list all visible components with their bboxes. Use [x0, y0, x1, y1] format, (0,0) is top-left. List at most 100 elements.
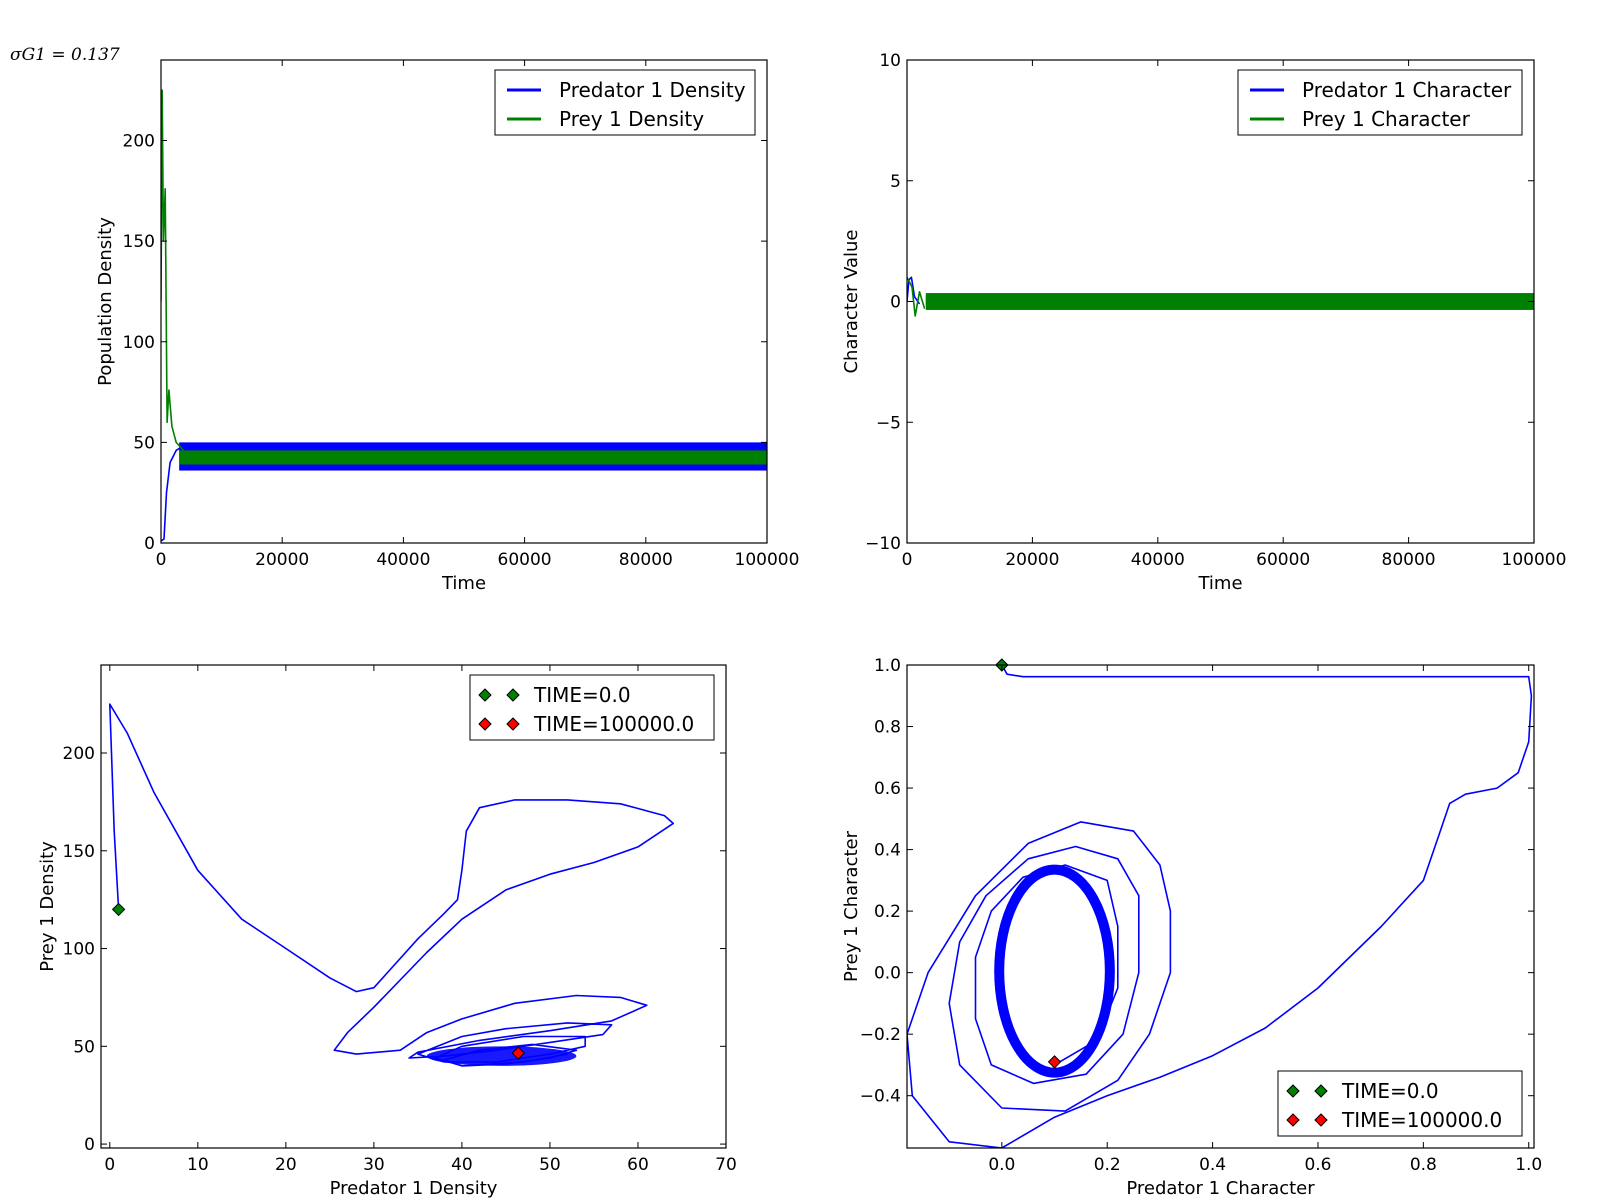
- x-tick-label: 80000: [619, 550, 673, 570]
- plot-area: [907, 276, 1534, 317]
- series-band-1: [179, 450, 767, 465]
- y-tick-label: −5: [876, 413, 901, 433]
- chart-density-time: 0 20000 40000 60000 80000 100000 0 50 100 150 200 T…: [95, 59, 800, 594]
- y-tick-label: 50: [133, 433, 155, 453]
- series-line-0: [109, 703, 674, 1067]
- x-tick-label: 0.6: [1304, 1155, 1331, 1175]
- legend-marker: [1314, 1084, 1328, 1098]
- legend-box: [494, 69, 756, 136]
- x-tick-label: 80000: [1382, 550, 1436, 570]
- axes-frame: [100, 664, 727, 1149]
- legend-marker: [506, 688, 520, 702]
- y-axis-label: Population Density: [95, 217, 116, 386]
- x-tick-label: 0: [104, 1155, 115, 1175]
- plot-area: [161, 89, 767, 542]
- x-axis-label: Predator 1 Character: [1126, 1178, 1315, 1199]
- y-tick-label: 0.0: [874, 964, 901, 984]
- chart-density-phase: 0 10 20 30 40 50 60 70 0 50 100 150 200 Predator 1 De…: [37, 664, 737, 1199]
- x-tick-label: 1.0: [1515, 1155, 1542, 1175]
- x-tick-label: 50: [539, 1155, 561, 1175]
- y-tick-label: 200: [123, 132, 155, 152]
- series-line-0: [907, 276, 921, 305]
- x-tick-label: 0.4: [1199, 1155, 1226, 1175]
- y-tick-label: 50: [73, 1037, 95, 1057]
- plot-area: [109, 703, 674, 1067]
- plot-area: [907, 665, 1533, 1148]
- legend-label: TIME=100000.0: [1341, 1108, 1502, 1132]
- y-tick-label: −0.2: [860, 1025, 901, 1045]
- x-tick-label: 60000: [498, 550, 552, 570]
- x-tick-label: 100000: [735, 550, 800, 570]
- x-axis-label: Time: [1197, 573, 1242, 594]
- legend-label: TIME=0.0: [533, 683, 631, 707]
- legend: TIME=0.0 TIME=100000.0: [469, 674, 715, 741]
- legend: TIME=0.0 TIME=100000.0: [1277, 1070, 1523, 1137]
- legend-box: [1277, 1070, 1523, 1137]
- y-tick-label: 0: [890, 293, 901, 313]
- legend-label: TIME=0.0: [1341, 1079, 1439, 1103]
- legend-box: [1237, 69, 1523, 136]
- y-tick-label: 1.0: [874, 656, 901, 676]
- x-tick-label: 40000: [1131, 550, 1185, 570]
- y-tick-label: 5: [890, 172, 901, 192]
- legend-label: Prey 1 Density: [559, 107, 704, 131]
- x-tick-label: 60000: [1256, 550, 1310, 570]
- legend-label: TIME=100000.0: [533, 712, 694, 736]
- chart-character-time: 0 20000 40000 60000 80000 100000 −10 −5 0 5 10 Time…: [841, 51, 1566, 594]
- y-tick-label: 200: [63, 744, 95, 764]
- y-tick-label: −10: [865, 534, 901, 554]
- series-band-1: [925, 293, 1534, 310]
- series-line-1: [161, 89, 186, 453]
- x-tick-label: 20000: [1005, 550, 1059, 570]
- chart-character-phase: 0.0 0.2 0.4 0.6 0.8 1.0 −0.4 −0.2 0.0 0.2 0.4 0.6 0.…: [841, 656, 1542, 1199]
- series-line-0: [907, 665, 1533, 1148]
- y-tick-label: 100: [63, 940, 95, 960]
- y-axis-label: Character Value: [841, 229, 862, 373]
- y-tick-label: 150: [63, 842, 95, 862]
- marker-1: [511, 1046, 525, 1060]
- legend-label: Predator 1 Character: [1302, 78, 1512, 102]
- x-tick-label: 30: [363, 1155, 385, 1175]
- x-tick-label: 20: [275, 1155, 297, 1175]
- sigma-annotation: σG1 = 0.137: [10, 45, 120, 65]
- x-tick-label: 40000: [376, 550, 430, 570]
- legend-marker: [478, 717, 492, 731]
- x-tick-label: 70: [715, 1155, 737, 1175]
- x-tick-label: 20000: [255, 550, 309, 570]
- legend-marker: [506, 717, 520, 731]
- y-tick-label: 100: [123, 333, 155, 353]
- legend-box: [469, 674, 715, 741]
- y-axis-label: Prey 1 Density: [37, 841, 58, 972]
- x-tick-label: 0.8: [1410, 1155, 1437, 1175]
- legend: Predator 1 Density Prey 1 Density: [494, 69, 756, 136]
- y-tick-label: 0: [84, 1135, 95, 1155]
- y-tick-label: 10: [879, 51, 901, 71]
- y-tick-label: 0.2: [874, 902, 901, 922]
- x-tick-label: 0: [902, 550, 913, 570]
- y-tick-label: 0.6: [874, 779, 901, 799]
- x-tick-label: 60: [627, 1155, 649, 1175]
- x-axis-label: Time: [441, 573, 486, 594]
- x-tick-label: 0: [156, 550, 167, 570]
- x-axis-label: Predator 1 Density: [330, 1178, 498, 1199]
- axes-frame: [160, 59, 768, 544]
- x-tick-label: 10: [187, 1155, 209, 1175]
- attractor-core: [426, 1046, 577, 1066]
- legend-label: Prey 1 Character: [1302, 107, 1471, 131]
- y-tick-label: 0.8: [874, 718, 901, 738]
- legend-marker: [1286, 1084, 1300, 1098]
- legend: Predator 1 Character Prey 1 Character: [1237, 69, 1523, 136]
- legend-marker: [478, 688, 492, 702]
- y-axis-label: Prey 1 Character: [841, 830, 862, 982]
- series-line-0: [161, 443, 186, 542]
- series-line-1: [907, 276, 926, 317]
- marker-0: [111, 902, 126, 917]
- x-tick-label: 0.0: [988, 1155, 1015, 1175]
- axes-frame: [906, 664, 1535, 1149]
- x-tick-label: 40: [451, 1155, 473, 1175]
- legend-label: Predator 1 Density: [559, 78, 746, 102]
- y-tick-label: −0.4: [860, 1087, 901, 1107]
- marker-1: [1047, 1055, 1062, 1069]
- limit-cycle-core: [994, 864, 1115, 1078]
